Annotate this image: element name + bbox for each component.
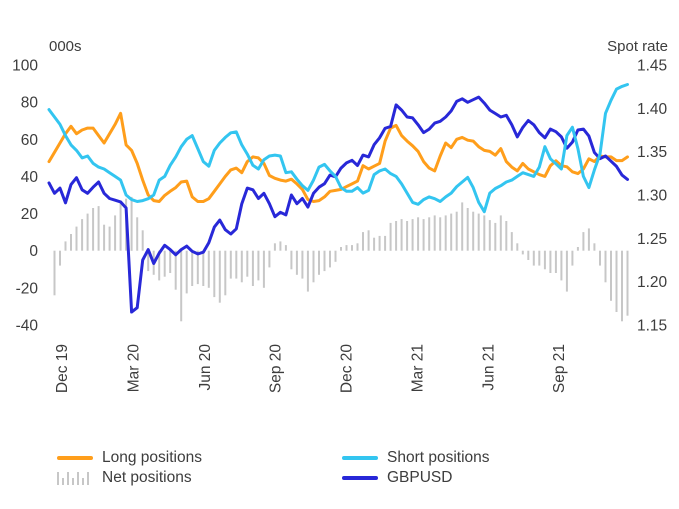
svg-text:1.45: 1.45 xyxy=(637,58,667,75)
gbpusd-line xyxy=(47,95,629,314)
svg-text:80: 80 xyxy=(21,95,39,112)
short-positions-swatch-icon xyxy=(342,456,378,460)
legend-item-gbpusd: GBPUSD xyxy=(342,469,452,487)
svg-text:1.25: 1.25 xyxy=(637,231,667,248)
left-axis-title: 000s xyxy=(49,38,82,55)
svg-text:Sep 21: Sep 21 xyxy=(551,344,568,393)
long-positions-swatch-icon xyxy=(57,456,93,460)
svg-text:1.15: 1.15 xyxy=(637,318,667,335)
long-positions-line xyxy=(47,111,629,203)
right-axis-title: Spot rate xyxy=(607,38,668,55)
legend-item-net-positions: Net positions xyxy=(57,469,192,487)
x-axis-tick-labels: Dec 19 Mar 20 Jun 20 Sep 20 Dec 20 Mar 21 Jun … xyxy=(54,344,568,394)
svg-text:Mar 20: Mar 20 xyxy=(125,344,142,393)
svg-text:1.30: 1.30 xyxy=(637,188,668,205)
left-axis-tick-labels: 100 80 60 40 20 0 -20 -40 xyxy=(12,58,38,335)
svg-text:1.35: 1.35 xyxy=(637,144,667,161)
legend-label-short-positions: Short positions xyxy=(387,449,490,466)
svg-text:Sep 20: Sep 20 xyxy=(267,344,284,394)
legend-label-long-positions: Long positions xyxy=(102,449,202,466)
svg-text:60: 60 xyxy=(21,132,39,149)
net-positions-bars xyxy=(53,196,629,322)
svg-text:20: 20 xyxy=(21,206,39,223)
svg-text:1.20: 1.20 xyxy=(637,274,668,291)
right-axis-tick-labels: 1.45 1.40 1.35 1.30 1.25 1.20 1.15 xyxy=(637,58,668,335)
svg-text:100: 100 xyxy=(12,58,38,75)
svg-text:Jun 20: Jun 20 xyxy=(197,344,214,391)
legend-label-net-positions: Net positions xyxy=(102,469,192,486)
svg-text:1.40: 1.40 xyxy=(637,101,668,118)
svg-text:Jun 21: Jun 21 xyxy=(481,344,498,391)
svg-text:Dec 20: Dec 20 xyxy=(339,344,356,393)
legend-label-gbpusd: GBPUSD xyxy=(387,469,453,486)
legend: Long positions Net positions Short posit… xyxy=(0,444,679,504)
legend-item-short-positions: Short positions xyxy=(342,449,490,467)
svg-text:Dec 19: Dec 19 xyxy=(54,344,71,393)
svg-text:Mar 21: Mar 21 xyxy=(410,344,427,392)
svg-text:-40: -40 xyxy=(16,318,39,335)
legend-item-long-positions: Long positions xyxy=(57,449,202,467)
short-positions-line xyxy=(47,83,629,214)
svg-text:40: 40 xyxy=(21,169,39,186)
svg-text:0: 0 xyxy=(29,243,38,260)
svg-text:-20: -20 xyxy=(16,280,39,297)
gbpusd-swatch-icon xyxy=(342,476,378,480)
net-positions-bars-icon xyxy=(57,471,93,485)
